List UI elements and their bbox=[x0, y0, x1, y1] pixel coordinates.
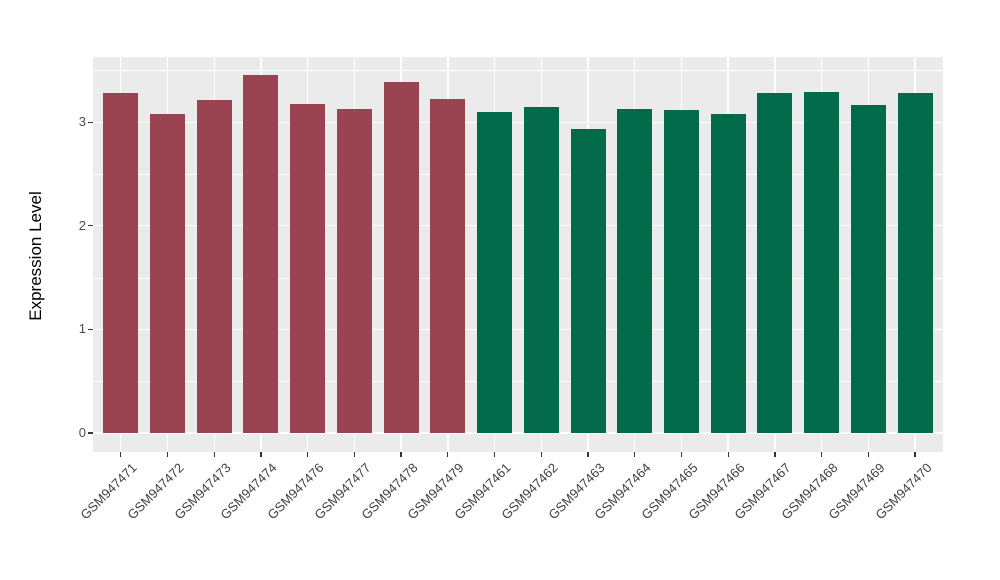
y-axis-tick-label: 1 bbox=[78, 321, 86, 337]
x-axis-tick bbox=[120, 452, 122, 457]
x-axis-label: GSM947463 bbox=[544, 460, 608, 523]
x-axis-tick bbox=[353, 452, 356, 457]
x-axis-label: GSM947464 bbox=[591, 460, 654, 523]
bar bbox=[850, 104, 886, 433]
y-axis-tick bbox=[88, 121, 93, 123]
x-axis-tick bbox=[587, 452, 589, 457]
bar bbox=[663, 109, 699, 433]
x-axis-label: GSM947466 bbox=[685, 460, 748, 523]
x-axis-tick bbox=[213, 452, 215, 457]
x-axis-tick bbox=[914, 452, 916, 457]
bar bbox=[243, 74, 279, 433]
bar bbox=[757, 93, 793, 433]
bar bbox=[570, 129, 606, 433]
bar bbox=[804, 92, 840, 433]
x-axis-label: GSM947470 bbox=[871, 460, 935, 523]
x-axis-tick bbox=[540, 452, 542, 457]
x-axis-tick bbox=[260, 452, 262, 457]
x-axis-label: GSM947477 bbox=[311, 460, 374, 523]
x-axis-tick bbox=[727, 452, 729, 457]
y-axis-tick bbox=[88, 328, 93, 331]
x-axis-tick bbox=[867, 452, 869, 457]
y-axis-tick-label: 0 bbox=[78, 425, 86, 440]
bar bbox=[383, 81, 419, 433]
x-axis-label: GSM947474 bbox=[217, 460, 281, 523]
x-axis-tick bbox=[166, 452, 169, 457]
x-axis-label: GSM947469 bbox=[825, 460, 888, 523]
x-axis-label: GSM947472 bbox=[124, 460, 187, 523]
gridline-h-minor bbox=[93, 70, 943, 72]
x-axis-label: GSM947467 bbox=[731, 460, 794, 523]
x-axis-label: GSM947479 bbox=[404, 460, 467, 523]
x-axis-label: GSM947461 bbox=[451, 460, 514, 523]
bar bbox=[290, 103, 326, 433]
gridline-h-major bbox=[93, 328, 943, 331]
bar bbox=[336, 108, 372, 433]
gridline-h-minor bbox=[93, 174, 943, 175]
bar bbox=[477, 111, 513, 433]
bar bbox=[103, 93, 139, 433]
x-axis-tick bbox=[307, 452, 309, 457]
gridline-h-major bbox=[93, 432, 943, 434]
x-axis-tick bbox=[680, 452, 683, 457]
x-axis-tick bbox=[820, 452, 823, 457]
x-axis-label: GSM947478 bbox=[357, 460, 421, 523]
x-axis-label: GSM947468 bbox=[778, 460, 841, 523]
x-axis-tick bbox=[400, 452, 402, 457]
x-axis-tick bbox=[774, 452, 776, 457]
bar bbox=[897, 93, 933, 433]
y-axis-title: Expression Level bbox=[26, 191, 45, 321]
bar bbox=[617, 108, 653, 433]
x-axis-tick bbox=[493, 452, 496, 457]
gridline-h-major bbox=[93, 121, 943, 123]
x-axis-label: GSM947462 bbox=[498, 460, 561, 523]
plot-panel bbox=[93, 57, 943, 452]
bar bbox=[150, 113, 186, 433]
y-axis-tick bbox=[88, 225, 93, 227]
x-axis-label: GSM947465 bbox=[638, 460, 701, 523]
gridline-h-major bbox=[93, 225, 943, 227]
gridline-h-minor bbox=[93, 381, 943, 382]
x-axis-tick bbox=[634, 452, 636, 457]
x-axis-label: GSM947473 bbox=[171, 460, 234, 523]
bar bbox=[196, 100, 232, 433]
y-axis-tick bbox=[88, 432, 93, 434]
x-axis-tick bbox=[447, 452, 449, 457]
y-axis-tick-label: 2 bbox=[78, 217, 86, 233]
bar bbox=[710, 113, 746, 433]
y-axis-tick-label: 3 bbox=[78, 114, 86, 130]
x-axis-label: GSM947471 bbox=[77, 460, 140, 523]
x-axis-label: GSM947476 bbox=[264, 460, 327, 523]
bar bbox=[430, 99, 466, 433]
gridline-h-minor bbox=[93, 277, 943, 279]
bar bbox=[523, 106, 559, 433]
